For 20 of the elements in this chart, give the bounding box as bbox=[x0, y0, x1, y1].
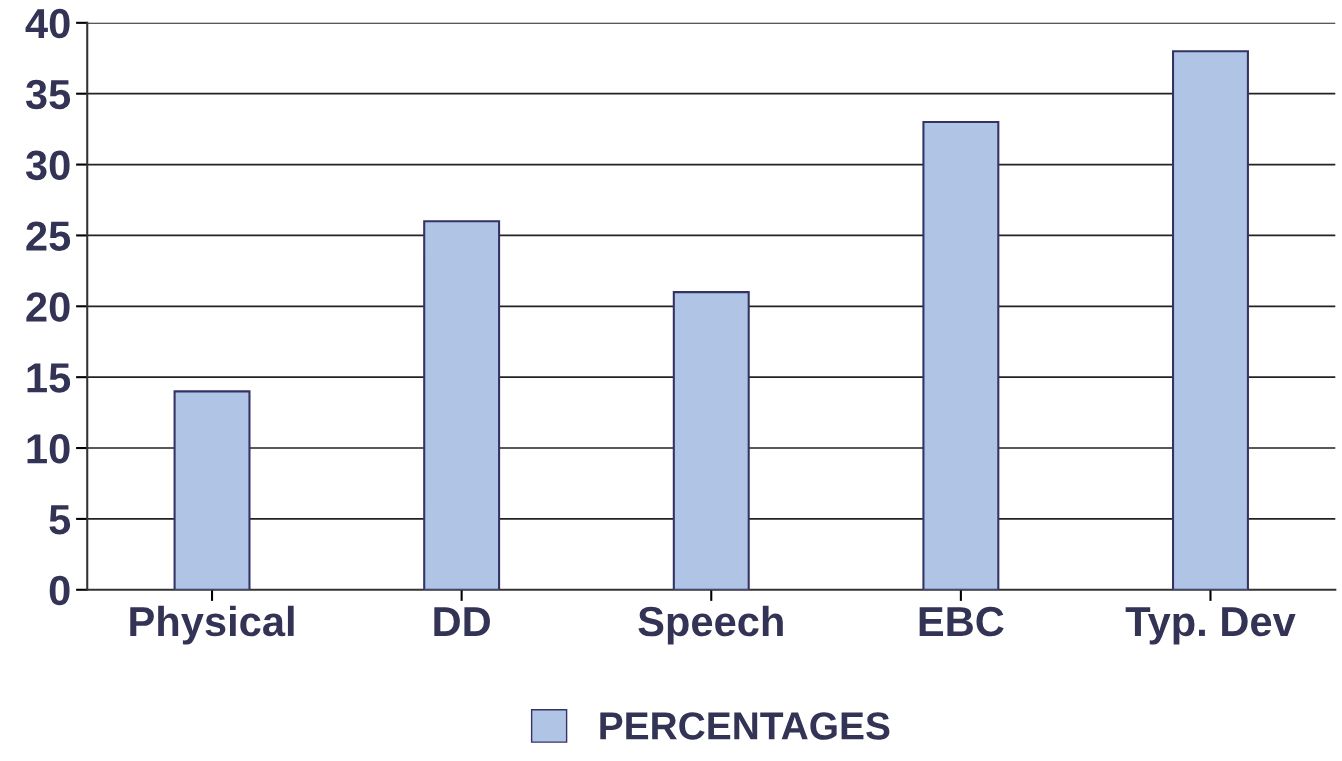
x-tick-label: Physical bbox=[130, 605, 294, 645]
y-tick-label: 40 bbox=[25, 8, 70, 39]
y-tick-label: 0 bbox=[49, 575, 70, 606]
x-tick-label: DD bbox=[434, 607, 490, 636]
y-tick-label: 30 bbox=[25, 150, 70, 181]
y-tick-label: 15 bbox=[27, 363, 71, 393]
bar bbox=[423, 220, 501, 590]
x-tick-label: Speech bbox=[638, 605, 783, 645]
bar bbox=[922, 121, 1000, 590]
bar bbox=[672, 291, 750, 590]
y-tick-label: 20 bbox=[26, 292, 70, 322]
y-tick-label: 35 bbox=[25, 79, 71, 110]
bar bbox=[1172, 50, 1249, 590]
legend-label: PERCENTAGES bbox=[600, 712, 890, 740]
bar bbox=[173, 390, 251, 590]
x-tick-label: EBC bbox=[919, 606, 1004, 637]
x-tick-label: Typ. Dev bbox=[1125, 607, 1296, 645]
y-tick-label: 10 bbox=[27, 434, 70, 464]
y-tick-label: 5 bbox=[49, 505, 71, 535]
y-tick-label: 25 bbox=[26, 221, 71, 251]
